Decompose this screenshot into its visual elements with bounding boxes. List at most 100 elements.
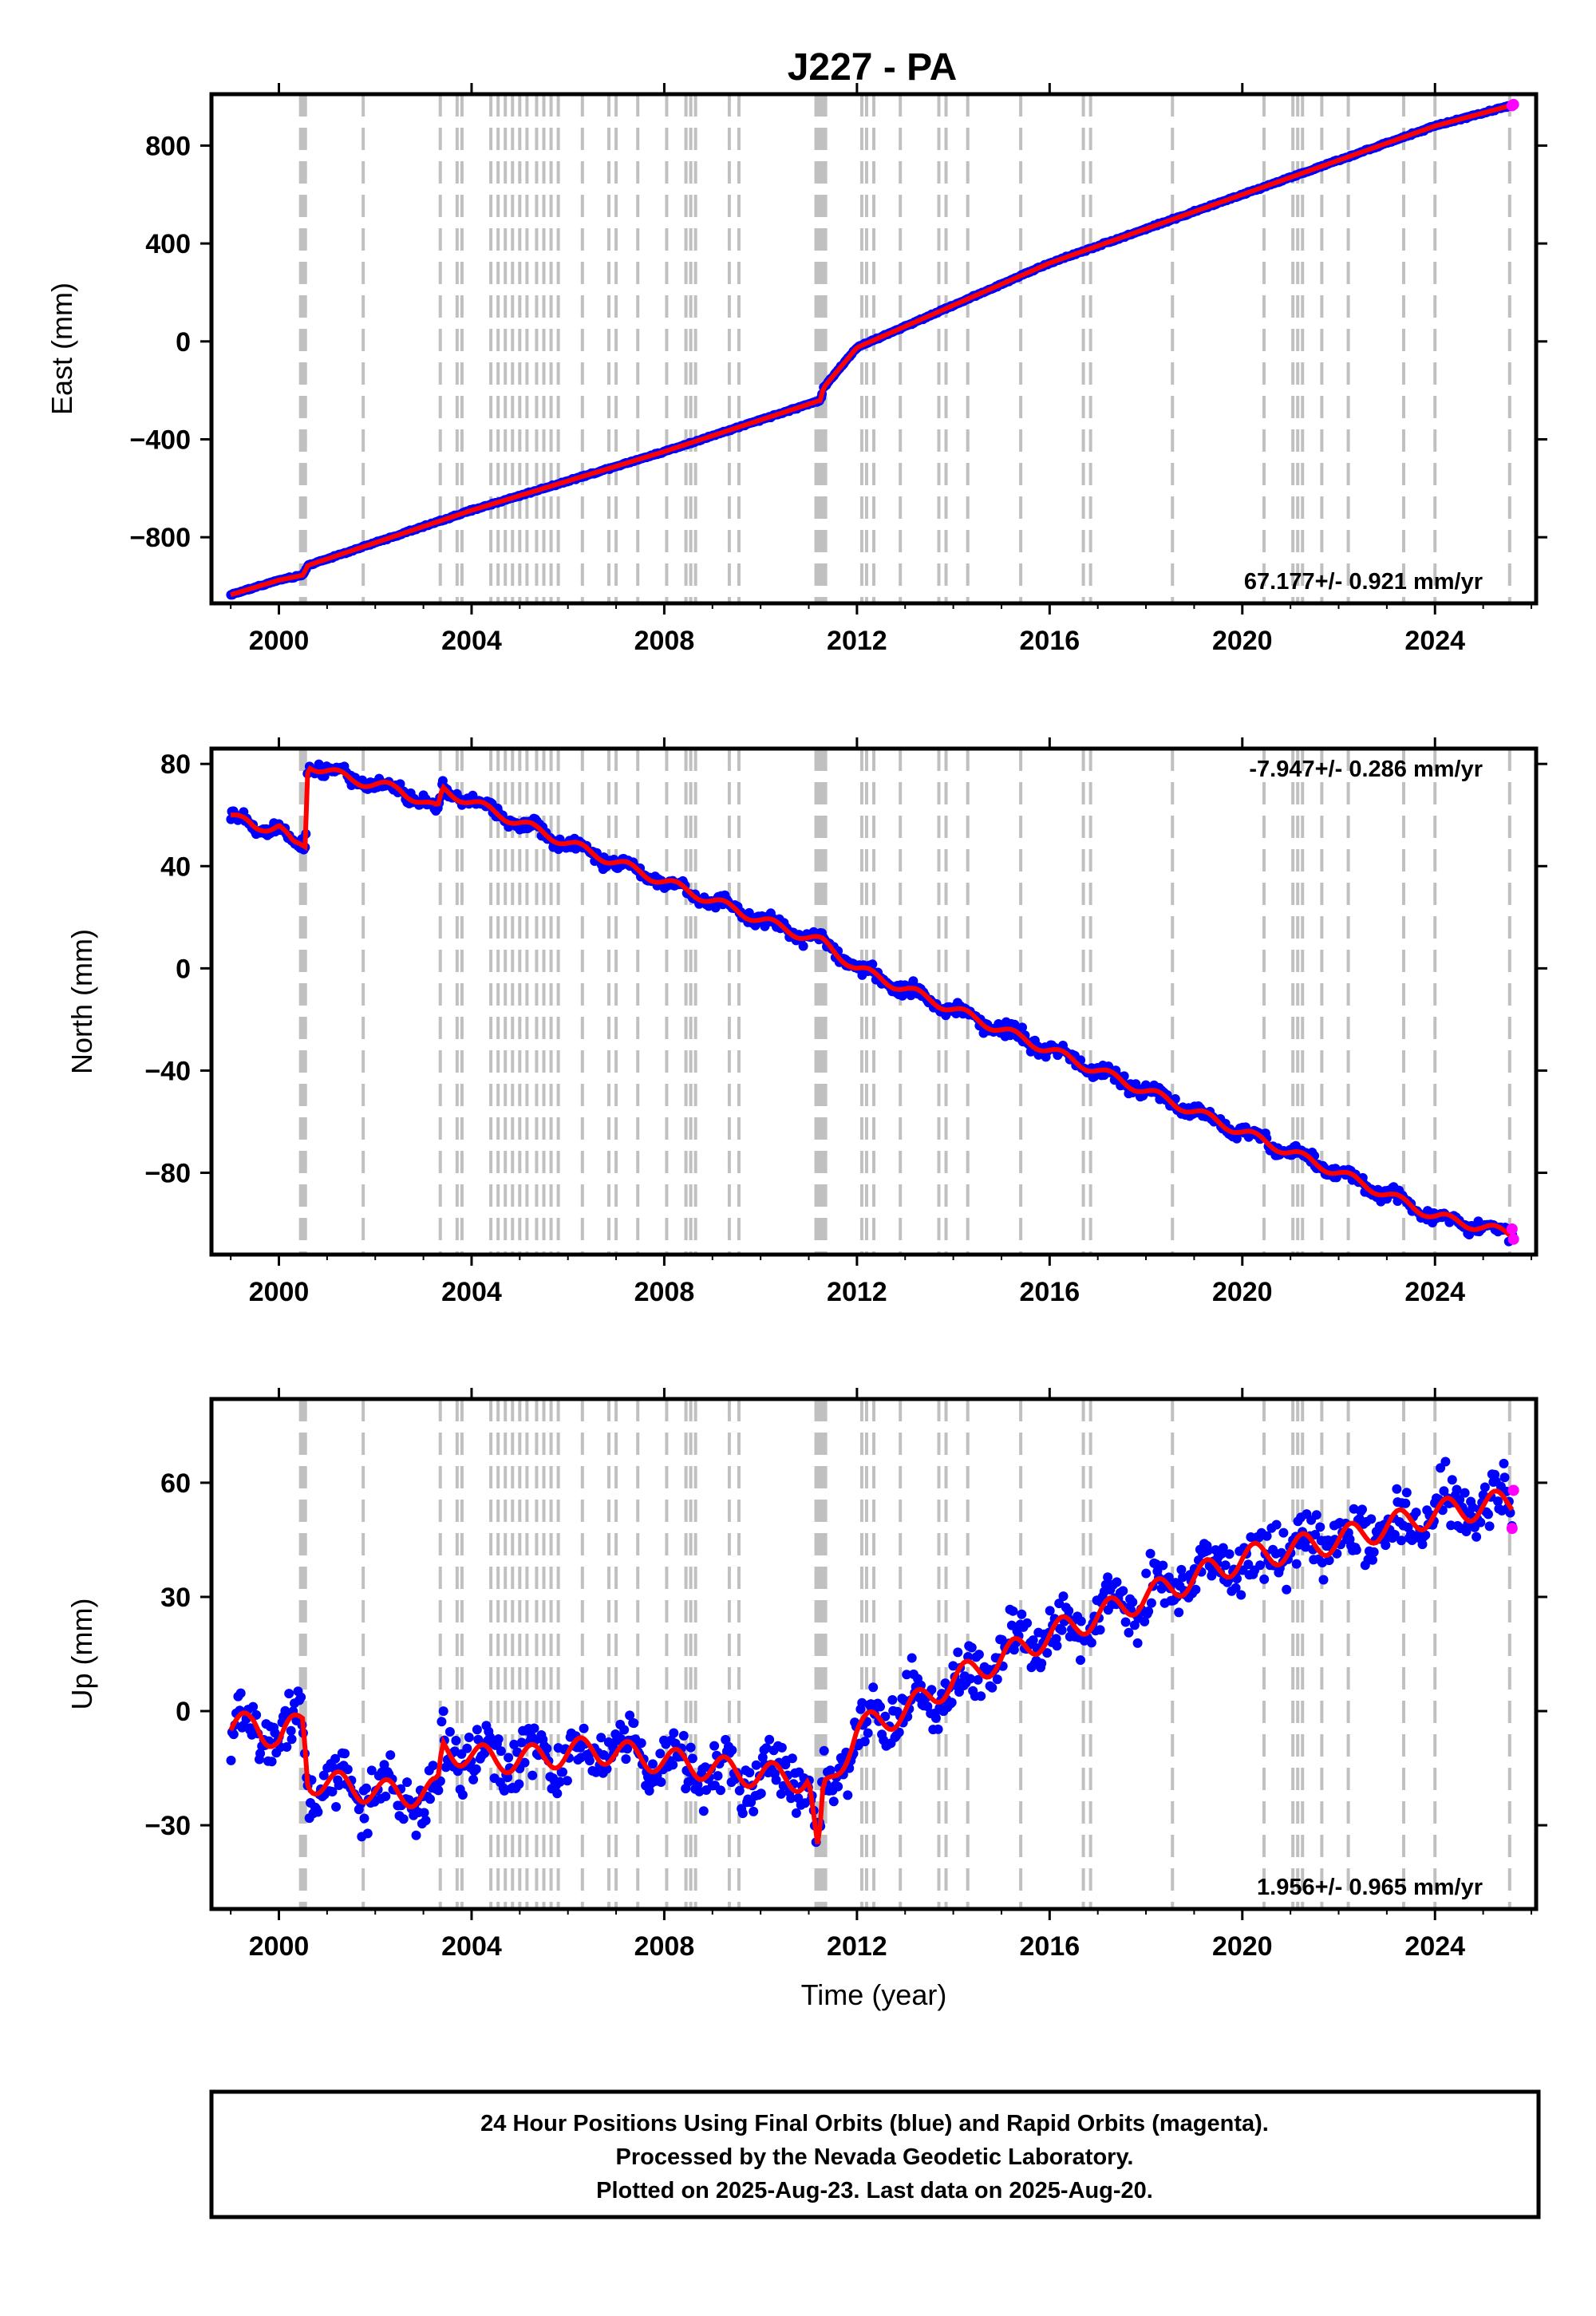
data-point <box>1051 1634 1061 1644</box>
y-tick-label: 400 <box>145 229 191 259</box>
data-point <box>1262 1531 1272 1541</box>
data-point <box>974 1650 984 1660</box>
data-point <box>1417 1539 1428 1550</box>
data-point <box>267 1757 277 1767</box>
data-point <box>644 1785 654 1796</box>
x-tick-label: 2004 <box>441 1931 502 1962</box>
data-point <box>584 1756 595 1766</box>
data-point <box>1271 1520 1282 1530</box>
data-point <box>930 1713 941 1723</box>
data-point <box>756 1788 766 1799</box>
data-point <box>1243 1559 1254 1570</box>
data-point <box>509 1739 519 1749</box>
y-tick-label: 40 <box>160 852 191 882</box>
data-point <box>622 1744 633 1754</box>
data-point <box>751 1760 761 1770</box>
data-point <box>887 1695 898 1705</box>
data-point <box>282 1742 292 1752</box>
data-point <box>555 1777 565 1787</box>
data-point <box>1368 1555 1377 1565</box>
data-point <box>1411 1508 1421 1518</box>
data-point <box>340 1749 350 1759</box>
data-point <box>1037 1658 1047 1669</box>
y-axis-label: North (mm) <box>65 929 98 1074</box>
data-point <box>668 1760 678 1770</box>
x-tick-label: 2016 <box>1020 1277 1080 1307</box>
data-point <box>493 1734 504 1745</box>
axes-frame <box>209 92 1539 606</box>
data-point <box>440 1762 451 1773</box>
data-point <box>1255 1560 1266 1571</box>
x-tick-label: 2024 <box>1404 1931 1465 1962</box>
data-point <box>361 1783 371 1793</box>
data-point <box>480 1748 490 1758</box>
data-point <box>1369 1547 1379 1557</box>
x-tick-label: 2008 <box>634 626 695 656</box>
data-point <box>428 1761 438 1771</box>
y-tick-label: 80 <box>160 749 191 780</box>
y-tick-label: −800 <box>129 523 191 553</box>
data-point <box>828 1796 839 1807</box>
y-tick-label: 60 <box>160 1468 191 1499</box>
x-tick-label: 2000 <box>249 626 310 656</box>
data-point <box>1058 1591 1069 1602</box>
footer-line-3: Plotted on 2025-Aug-23. Last data on 202… <box>596 2178 1153 2203</box>
data-point <box>255 1749 266 1759</box>
data-point <box>1259 1574 1270 1584</box>
data-point <box>791 1808 801 1818</box>
data-point <box>402 1777 413 1788</box>
data-point <box>619 1725 630 1735</box>
y-axis-label: East (mm) <box>45 283 78 415</box>
data-point <box>1231 1133 1242 1144</box>
data-point <box>1118 1586 1128 1596</box>
x-tick-label: 2012 <box>827 1277 887 1307</box>
data-point <box>451 1736 461 1745</box>
data-point <box>527 1770 538 1780</box>
y-tick-label: 800 <box>145 131 191 161</box>
data-point <box>398 1814 409 1824</box>
data-point <box>1440 1456 1451 1467</box>
data-point <box>1324 1555 1334 1566</box>
x-tick-label: 2004 <box>441 1277 502 1307</box>
data-point <box>552 1788 563 1799</box>
data-point <box>359 1813 369 1824</box>
data-point <box>385 1750 396 1761</box>
data-point <box>1141 1568 1152 1579</box>
data-point <box>648 1759 658 1769</box>
data-point <box>1278 1528 1289 1538</box>
rapid-point <box>1506 1223 1518 1235</box>
data-point <box>1461 1527 1472 1536</box>
y-axis-label: Up (mm) <box>65 1599 98 1710</box>
data-point <box>419 1808 429 1818</box>
data-point <box>1381 1540 1391 1551</box>
data-point <box>1176 1564 1187 1575</box>
data-point <box>1392 1484 1402 1494</box>
data-point <box>1052 1641 1062 1651</box>
data-point <box>987 1682 998 1693</box>
x-tick-label: 2024 <box>1404 626 1465 656</box>
x-tick-label: 2012 <box>827 626 887 656</box>
data-point <box>411 1830 421 1840</box>
y-tick-label: 0 <box>176 954 191 984</box>
data-point <box>516 1737 527 1748</box>
data-point <box>1452 1484 1462 1495</box>
data-point <box>669 1728 679 1738</box>
data-point <box>1017 1609 1027 1619</box>
data-point <box>933 1724 943 1734</box>
data-point <box>496 1746 506 1757</box>
data-point <box>907 1653 917 1663</box>
data-point <box>1218 1543 1228 1553</box>
data-point <box>1315 1522 1325 1532</box>
data-point <box>471 1764 481 1774</box>
data-point <box>472 1725 482 1735</box>
data-point <box>228 1729 239 1740</box>
model-line <box>228 1488 1515 1844</box>
data-point <box>1499 1472 1510 1483</box>
data-point <box>503 1773 513 1783</box>
data-point <box>579 1723 589 1733</box>
data-point <box>1301 1542 1311 1552</box>
data-point <box>514 1779 524 1789</box>
data-point <box>558 1767 567 1777</box>
data-point <box>1017 1022 1027 1033</box>
data-point <box>749 1806 759 1816</box>
